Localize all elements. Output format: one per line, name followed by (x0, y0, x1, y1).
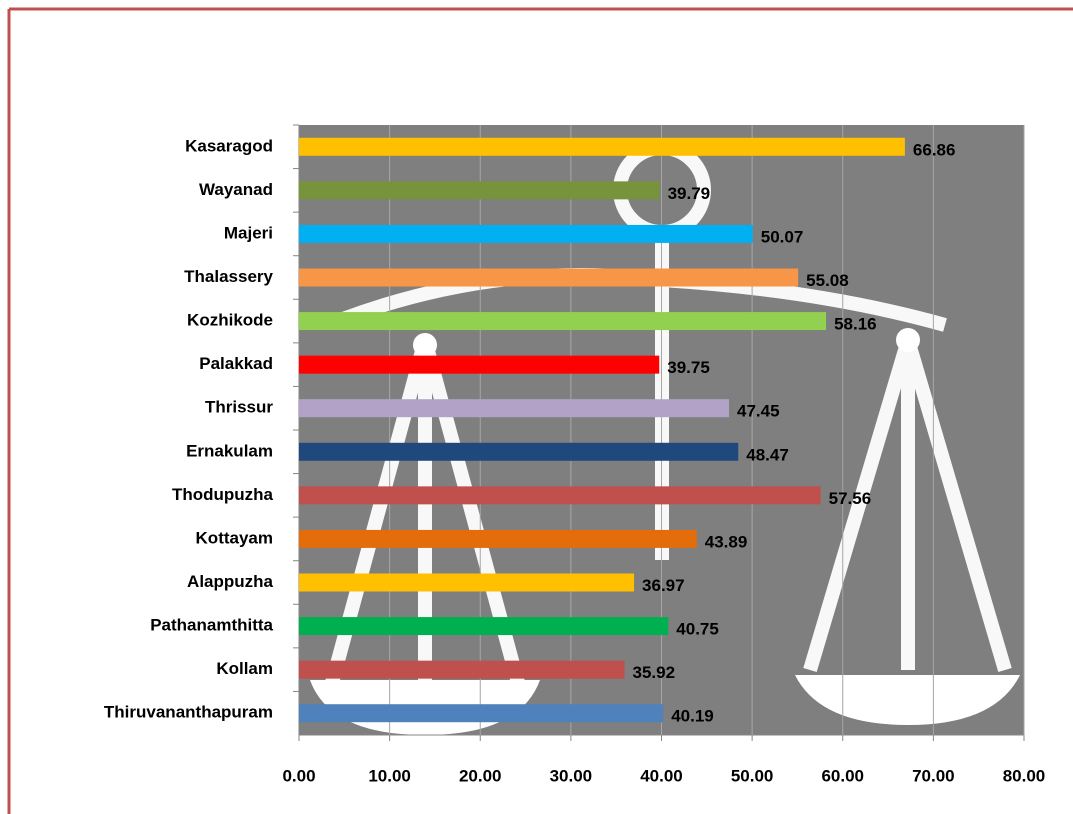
y-tick-label: Kasaragod (185, 136, 273, 155)
x-tick-label: 10.00 (368, 766, 411, 785)
y-tick-label: Kollam (216, 659, 273, 678)
bar (299, 181, 660, 199)
bar (299, 269, 798, 287)
y-tick-label: Thodupuzha (172, 485, 274, 504)
y-tick-label: Alappuzha (187, 572, 273, 591)
bar (299, 530, 697, 548)
bar (299, 225, 753, 243)
chart: 0.00 10.00 20.00 30.00 40.00 50.00 60.00 70.00 8… (0, 0, 1073, 814)
value-label: 43.89 (705, 532, 748, 551)
x-tick-label: 40.00 (640, 766, 683, 785)
bar (299, 312, 826, 330)
bar (299, 574, 634, 592)
x-tick-label: 80.00 (1003, 766, 1046, 785)
bar (299, 443, 738, 461)
value-label: 40.75 (676, 620, 719, 639)
value-label: 48.47 (746, 445, 789, 464)
value-label: 66.86 (913, 140, 956, 159)
value-label: 57.56 (829, 489, 872, 508)
bar (299, 617, 668, 635)
x-tick-label: 70.00 (912, 766, 955, 785)
value-label: 36.97 (642, 576, 685, 595)
bar (299, 661, 625, 679)
x-tick-label: 0.00 (282, 766, 315, 785)
y-tick-label: Thalassery (184, 267, 273, 286)
y-tick-label: Ernakulam (186, 441, 273, 460)
value-label: 39.79 (668, 184, 711, 203)
x-tick-label: 60.00 (821, 766, 864, 785)
value-label: 50.07 (761, 227, 804, 246)
bar (299, 486, 821, 504)
value-label: 39.75 (667, 358, 710, 377)
y-tick-label: Palakkad (199, 354, 273, 373)
bar (299, 704, 663, 722)
y-tick-label: Kottayam (196, 528, 273, 547)
bar (299, 138, 905, 156)
value-label: 40.19 (671, 707, 714, 726)
value-label: 35.92 (633, 663, 676, 682)
bar (299, 356, 659, 374)
x-tick-label: 50.00 (731, 766, 774, 785)
value-label: 47.45 (737, 402, 780, 421)
y-tick-label: Majeri (224, 223, 273, 242)
x-tick-label: 30.00 (550, 766, 593, 785)
y-tick-label: Pathanamthitta (150, 616, 273, 635)
y-tick-label: Wayanad (199, 180, 273, 199)
x-tick-label: 20.00 (459, 766, 502, 785)
bar (299, 399, 729, 417)
value-label: 58.16 (834, 315, 877, 334)
y-tick-label: Kozhikode (187, 311, 273, 330)
value-label: 55.08 (806, 271, 849, 290)
y-tick-label: Thrissur (205, 398, 273, 417)
y-tick-label: Thiruvananthapuram (104, 703, 273, 722)
